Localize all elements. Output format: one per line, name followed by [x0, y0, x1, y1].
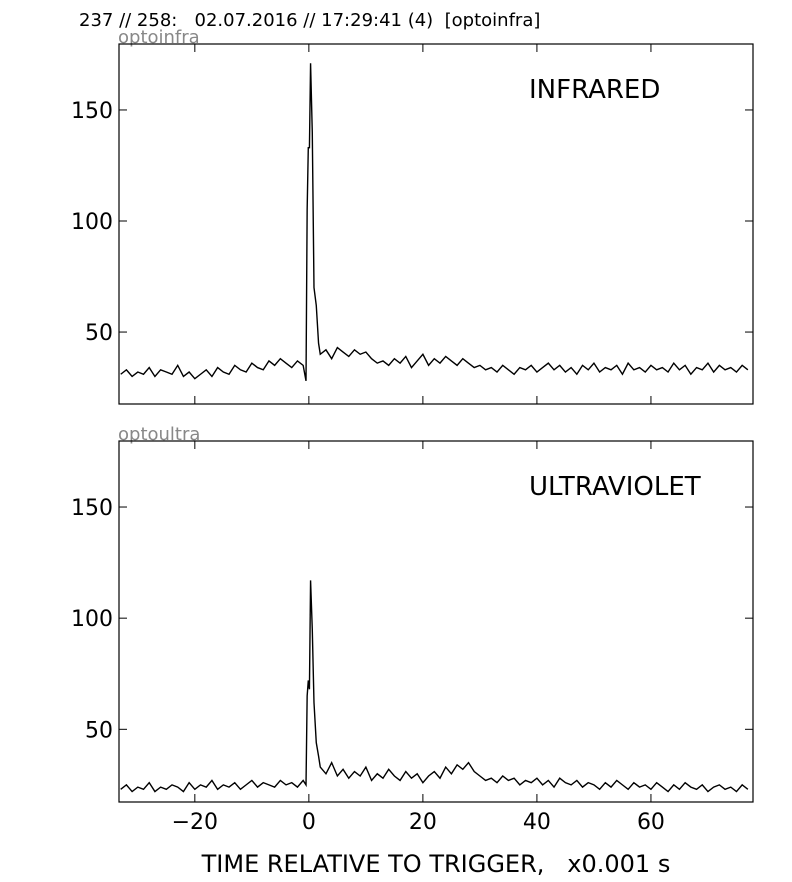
y-tick-label: 50	[85, 321, 113, 346]
x-tick-label: 40	[523, 810, 551, 835]
annotation: INFRARED	[529, 75, 660, 105]
y-tick-label: 100	[71, 210, 113, 235]
y-tick-label: 150	[71, 99, 113, 124]
panel-label: optoultra	[118, 424, 200, 445]
x-tick-label: 20	[409, 810, 437, 835]
annotation: ULTRAVIOLET	[529, 472, 701, 502]
signal-line	[120, 580, 749, 793]
y-tick-label: 150	[71, 496, 113, 521]
y-tick-label: 100	[71, 607, 113, 632]
header: 237 // 258: 02.07.2016 // 17:29:41 (4) […	[79, 10, 540, 31]
x-tick-label: 0	[302, 810, 316, 835]
plot-frame	[118, 43, 754, 405]
panel-label: optoinfra	[118, 27, 200, 48]
signal-line	[120, 63, 749, 382]
x-axis-label: TIME RELATIVE TO TRIGGER, x0.001 s	[201, 850, 671, 878]
plot-frame	[118, 440, 754, 803]
x-tick-label: 60	[637, 810, 665, 835]
y-tick-label: 50	[85, 718, 113, 743]
x-tick-label: −20	[172, 810, 218, 835]
